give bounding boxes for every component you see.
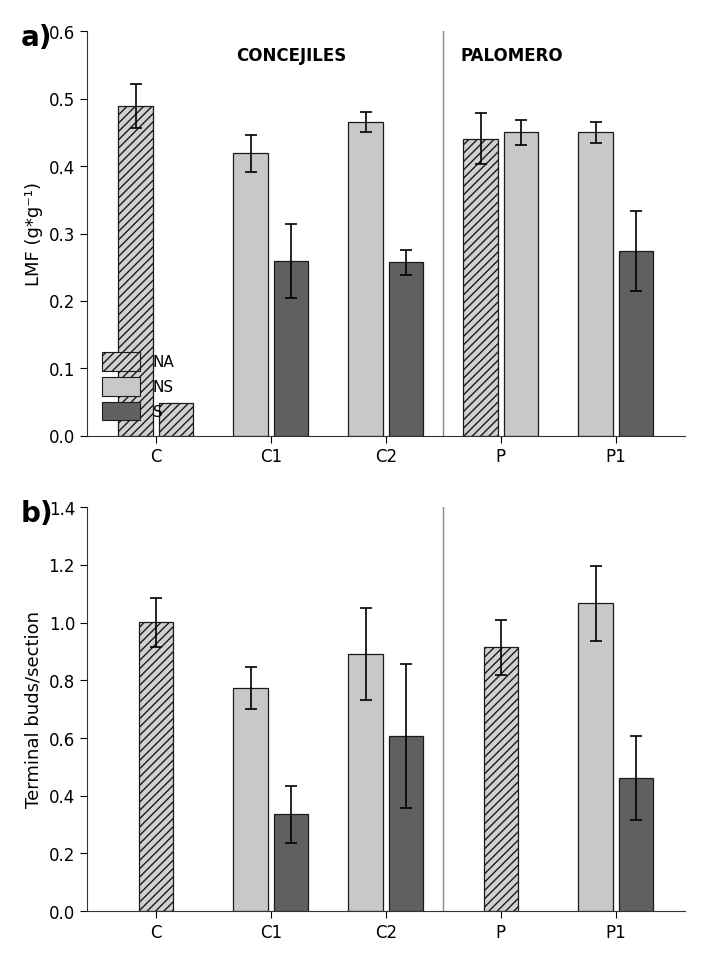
Y-axis label: LMF (g*g⁻¹): LMF (g*g⁻¹) — [25, 182, 43, 286]
Bar — [274, 814, 308, 911]
Bar — [578, 604, 613, 911]
Bar — [463, 139, 498, 436]
Text: PALOMERO: PALOMERO — [460, 46, 562, 65]
Text: b): b) — [21, 499, 54, 527]
Bar — [138, 622, 173, 911]
Bar — [348, 123, 383, 436]
Bar — [578, 133, 613, 436]
Y-axis label: Terminal buds/section: Terminal buds/section — [25, 611, 43, 808]
Bar — [618, 251, 652, 436]
Bar — [274, 262, 308, 436]
Bar — [503, 133, 537, 436]
Bar — [348, 654, 383, 911]
Bar — [233, 154, 268, 436]
Bar — [389, 263, 423, 436]
Bar — [618, 779, 652, 911]
Text: CONCEJILES: CONCEJILES — [236, 46, 346, 65]
Bar — [159, 403, 193, 436]
Bar — [389, 736, 423, 911]
Bar — [483, 647, 518, 911]
Bar — [118, 106, 153, 436]
Bar — [233, 688, 268, 911]
Text: a): a) — [21, 24, 52, 52]
Legend: NA, NS, S: NA, NS, S — [94, 345, 182, 428]
